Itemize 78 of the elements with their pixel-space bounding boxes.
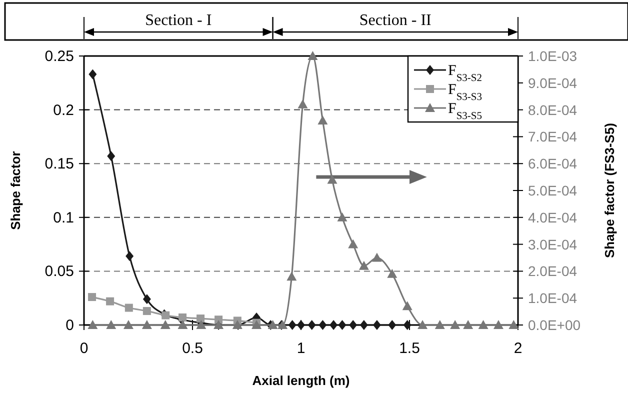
y-tick-label: 0.05 bbox=[44, 263, 74, 280]
legend-label: F$_{S3-S5}$ bbox=[448, 101, 482, 122]
y2-tick-label: 6.0E-04 bbox=[528, 156, 578, 172]
point bbox=[418, 320, 428, 329]
point bbox=[434, 320, 445, 329]
y-tick-label: 0.2 bbox=[53, 102, 74, 119]
y2-tick-label: 7.0E-04 bbox=[528, 128, 578, 145]
point bbox=[327, 174, 338, 184]
y2-tick-label: 5.0E-04 bbox=[528, 182, 578, 198]
point bbox=[286, 272, 297, 281]
point bbox=[106, 320, 116, 329]
point bbox=[123, 320, 134, 329]
text: Section - I bbox=[145, 12, 212, 29]
point bbox=[178, 320, 188, 329]
point bbox=[278, 320, 288, 329]
y-tick-label: 0 bbox=[66, 317, 74, 334]
point bbox=[348, 239, 358, 248]
y2-tick-label: 8.0E-04 bbox=[528, 102, 578, 118]
point bbox=[124, 304, 133, 312]
y2-tick-label: 0.0E+00 bbox=[528, 317, 581, 333]
point bbox=[508, 320, 519, 329]
point bbox=[308, 51, 318, 60]
point bbox=[196, 314, 205, 323]
x-tick-label: 1 bbox=[296, 340, 306, 357]
point bbox=[106, 297, 114, 306]
point bbox=[318, 320, 327, 330]
text: Section - II bbox=[359, 12, 432, 29]
point bbox=[349, 320, 358, 330]
legend-label: F$_{S3-S2}$ bbox=[448, 63, 482, 84]
point bbox=[337, 212, 348, 222]
point bbox=[142, 307, 151, 316]
point bbox=[308, 320, 316, 330]
point bbox=[338, 320, 346, 330]
y2-tick-label: 1.0E-03 bbox=[528, 48, 578, 64]
point bbox=[330, 320, 338, 330]
point bbox=[268, 320, 278, 329]
point bbox=[88, 320, 98, 329]
point bbox=[403, 320, 412, 330]
point bbox=[160, 320, 170, 329]
y-tick-label: 0.1 bbox=[53, 209, 74, 226]
point bbox=[318, 116, 328, 125]
point bbox=[297, 320, 305, 330]
point bbox=[402, 301, 412, 310]
y2-axis-title: Shape factor (FS3-S5) bbox=[602, 122, 617, 258]
point bbox=[88, 69, 97, 80]
x-tick-label: 1.5 bbox=[399, 340, 420, 357]
point bbox=[372, 252, 382, 262]
point bbox=[178, 313, 187, 322]
point bbox=[358, 260, 369, 270]
y2-tick-label: 4.0E-04 bbox=[528, 209, 578, 226]
point bbox=[142, 294, 151, 304]
y-tick-label: 0.15 bbox=[44, 156, 74, 173]
point bbox=[450, 320, 460, 329]
x-axis-title: Axial length (m) bbox=[252, 373, 350, 388]
y2-tick-label: 3.0E-04 bbox=[528, 236, 578, 252]
point bbox=[388, 320, 396, 330]
point bbox=[288, 320, 296, 330]
y2-tick-label: 9.0E-04 bbox=[528, 74, 578, 91]
point bbox=[372, 320, 381, 330]
x-tick-label: 0.5 bbox=[182, 340, 203, 357]
point bbox=[478, 320, 488, 329]
point bbox=[463, 320, 474, 329]
y2-tick-label: 1.0E-04 bbox=[528, 290, 578, 306]
point bbox=[196, 320, 206, 329]
point bbox=[298, 99, 308, 108]
point bbox=[387, 268, 398, 278]
point bbox=[126, 251, 134, 262]
point bbox=[88, 293, 96, 302]
point bbox=[493, 320, 504, 329]
y-tick-label: 0.25 bbox=[44, 48, 74, 65]
point bbox=[107, 151, 116, 162]
x-tick-label: 0 bbox=[80, 340, 88, 357]
x-tick-label: 2 bbox=[514, 340, 522, 357]
legend-label: F$_{S3-S3}$ bbox=[448, 82, 482, 102]
point bbox=[360, 320, 368, 330]
y-axis-title: Shape factor bbox=[8, 151, 23, 230]
y2-tick-label: 2.0E-04 bbox=[528, 263, 578, 280]
point bbox=[142, 320, 152, 329]
